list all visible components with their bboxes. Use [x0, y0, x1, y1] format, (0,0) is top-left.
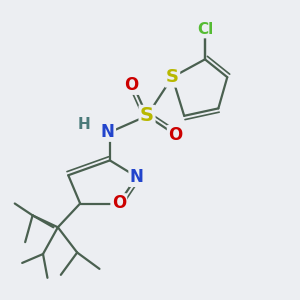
- Text: O: O: [112, 194, 126, 212]
- Text: N: N: [130, 168, 144, 186]
- Text: O: O: [168, 126, 182, 144]
- Text: Cl: Cl: [197, 22, 213, 37]
- Text: S: S: [140, 106, 154, 125]
- Text: S: S: [166, 68, 179, 86]
- Text: N: N: [101, 123, 115, 141]
- Text: H: H: [78, 117, 90, 132]
- Text: O: O: [124, 76, 139, 94]
